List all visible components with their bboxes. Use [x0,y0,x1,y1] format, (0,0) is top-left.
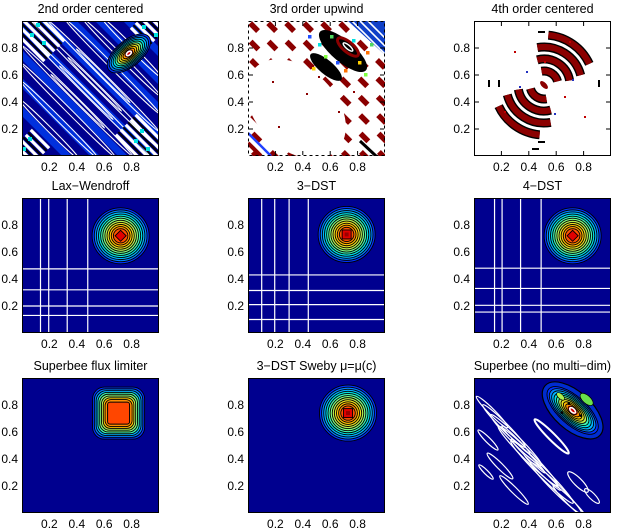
y-tick-label: 0.4 [227,272,244,286]
x-tick-label: 0.8 [349,337,366,351]
y-tick-label: 0.2 [453,299,470,313]
x-tick-label: 0.2 [493,517,510,530]
x-tick-label: 0.4 [68,337,86,351]
x-tick-label: 0.4 [520,517,538,530]
y-tick-label: 0.8 [1,218,18,232]
contour-plot-red_stripes [248,21,385,156]
subplot-title: 4−DST [522,179,563,193]
y-tick-label: 0.2 [227,122,244,136]
x-tick-label: 0.8 [349,517,366,530]
y-tick-label: 0.6 [1,425,18,439]
x-tick-label: 0.6 [321,517,339,530]
contour-plot-oscillatory_filled [22,21,159,156]
y-tick-label: 0.2 [227,479,244,493]
subplot-title: Superbee flux limiter [33,359,148,373]
x-tick-label: 0.8 [349,160,366,174]
y-tick-label: 0.6 [227,68,244,82]
x-tick-label: 0.2 [41,337,58,351]
x-tick-label: 0.2 [41,160,58,174]
x-tick-label: 0.6 [95,337,113,351]
contour-plot-red_arcs [474,21,611,156]
y-tick-label: 0.2 [1,299,18,313]
x-tick-label: 0.4 [294,160,312,174]
x-tick-label: 0.6 [547,517,565,530]
contour-plot-diagonal_smeared [474,378,611,513]
y-tick-label: 0.4 [453,452,470,466]
subplot-title: Superbee (no multi−dim) [473,359,612,373]
y-tick-label: 0.6 [1,245,18,259]
y-tick-label: 0.8 [453,41,470,55]
y-tick-label: 0.8 [227,218,244,232]
x-tick-label: 0.8 [123,160,140,174]
x-tick-label: 0.2 [267,337,284,351]
y-tick-label: 0.6 [453,245,470,259]
x-tick-label: 0.8 [575,337,592,351]
subplot-title: 4th order centered [491,2,594,16]
y-tick-label: 0.8 [453,218,470,232]
subplot-title: Lax−Wendroff [51,179,130,193]
x-tick-label: 0.2 [267,517,284,530]
y-tick-label: 0.6 [1,68,18,82]
x-tick-label: 0.6 [95,160,113,174]
y-tick-label: 0.8 [227,41,244,55]
contour-plot-smooth_filled [474,198,611,333]
x-tick-label: 0.6 [547,337,565,351]
x-tick-label: 0.6 [95,517,113,530]
contour-plot-superbee_squares [22,378,159,513]
y-tick-label: 0.8 [1,41,18,55]
x-tick-label: 0.4 [294,517,312,530]
x-tick-label: 0.6 [321,337,339,351]
y-tick-label: 0.2 [1,122,18,136]
x-tick-label: 0.4 [68,160,86,174]
y-tick-label: 0.6 [453,68,470,82]
y-tick-label: 0.8 [453,398,470,412]
y-tick-label: 0.2 [1,479,18,493]
y-tick-label: 0.8 [1,398,18,412]
x-tick-label: 0.2 [267,160,284,174]
y-tick-label: 0.2 [453,122,470,136]
x-tick-label: 0.8 [123,337,140,351]
y-tick-label: 0.4 [453,95,470,109]
x-tick-label: 0.4 [520,160,538,174]
x-tick-label: 0.2 [493,160,510,174]
y-tick-label: 0.2 [227,299,244,313]
x-tick-label: 0.6 [321,160,339,174]
y-tick-label: 0.4 [227,452,244,466]
y-tick-label: 0.4 [1,452,18,466]
subplot-title: 3−DST [296,179,337,193]
y-tick-label: 0.4 [1,272,18,286]
x-tick-label: 0.4 [68,517,86,530]
x-tick-label: 0.4 [294,337,312,351]
subplot-title: 3rd order upwind [269,2,364,16]
contour-plot-smooth_filled [22,198,159,333]
y-tick-label: 0.4 [453,272,470,286]
y-tick-label: 0.6 [227,425,244,439]
y-tick-label: 0.6 [453,425,470,439]
y-tick-label: 0.4 [1,95,18,109]
x-tick-label: 0.6 [547,160,565,174]
y-tick-label: 0.8 [227,398,244,412]
x-tick-label: 0.8 [575,160,592,174]
y-tick-label: 0.6 [227,245,244,259]
contour-plot-smooth_filled [248,378,385,513]
x-tick-label: 0.4 [520,337,538,351]
subplot-title: 2nd order centered [37,2,144,16]
x-tick-label: 0.2 [41,517,58,530]
contour-plot-smooth_filled [248,198,385,333]
y-tick-label: 0.4 [227,95,244,109]
x-tick-label: 0.2 [493,337,510,351]
x-tick-label: 0.8 [575,517,592,530]
x-tick-label: 0.8 [123,517,140,530]
subplot-title: 3−DST Sweby μ=μ(c) [256,359,377,373]
y-tick-label: 0.2 [453,479,470,493]
